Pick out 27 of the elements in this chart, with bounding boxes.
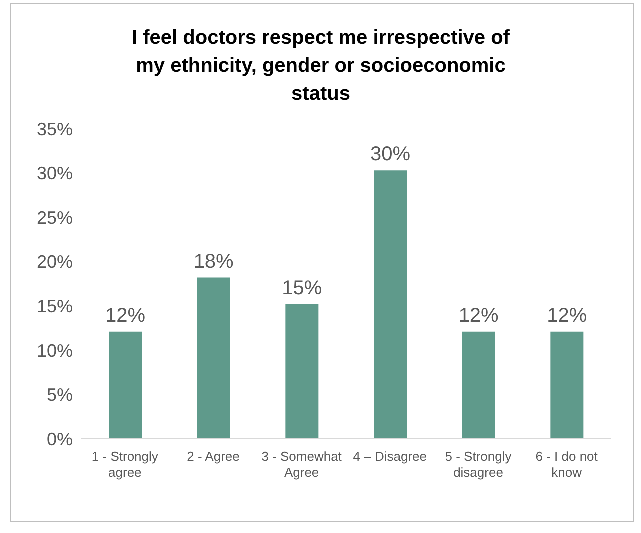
- y-tick-label: 35%: [36, 119, 73, 140]
- bar: [374, 170, 407, 439]
- x-tick-label: 6 - I do not know: [536, 449, 598, 480]
- x-tick-label: 5 - Strongly disagree: [445, 449, 512, 480]
- data-label: 15%: [282, 277, 322, 300]
- bar: [109, 332, 142, 439]
- bar: [197, 278, 230, 439]
- data-label: 12%: [458, 304, 500, 327]
- y-tick-label: 20%: [36, 252, 73, 272]
- data-label: 30%: [370, 144, 411, 166]
- y-tick-label: 25%: [36, 208, 73, 228]
- bar: [462, 332, 496, 439]
- y-tick-label: 15%: [36, 296, 73, 317]
- y-tick-label: 30%: [36, 164, 73, 184]
- x-tick-label: 2 - Agree: [187, 449, 240, 464]
- y-tick-label: 0%: [46, 429, 73, 450]
- x-tick-label: 3 - Somewhat Agree: [262, 449, 342, 480]
- x-tick-label: 4 – Disagree: [353, 449, 428, 464]
- chart-title: I feel doctors respect me irrespective of my ethnicity, gender or socioeconomic status: [131, 26, 511, 107]
- y-tick-label: 10%: [36, 340, 73, 361]
- data-label: 18%: [194, 250, 234, 273]
- bar: [286, 304, 319, 439]
- y-tick-label: 5%: [46, 385, 73, 406]
- bar: [550, 332, 584, 439]
- x-tick-label: 1 - Strongly agree: [92, 449, 159, 480]
- data-label: 12%: [105, 304, 146, 327]
- data-label: 12%: [547, 304, 588, 327]
